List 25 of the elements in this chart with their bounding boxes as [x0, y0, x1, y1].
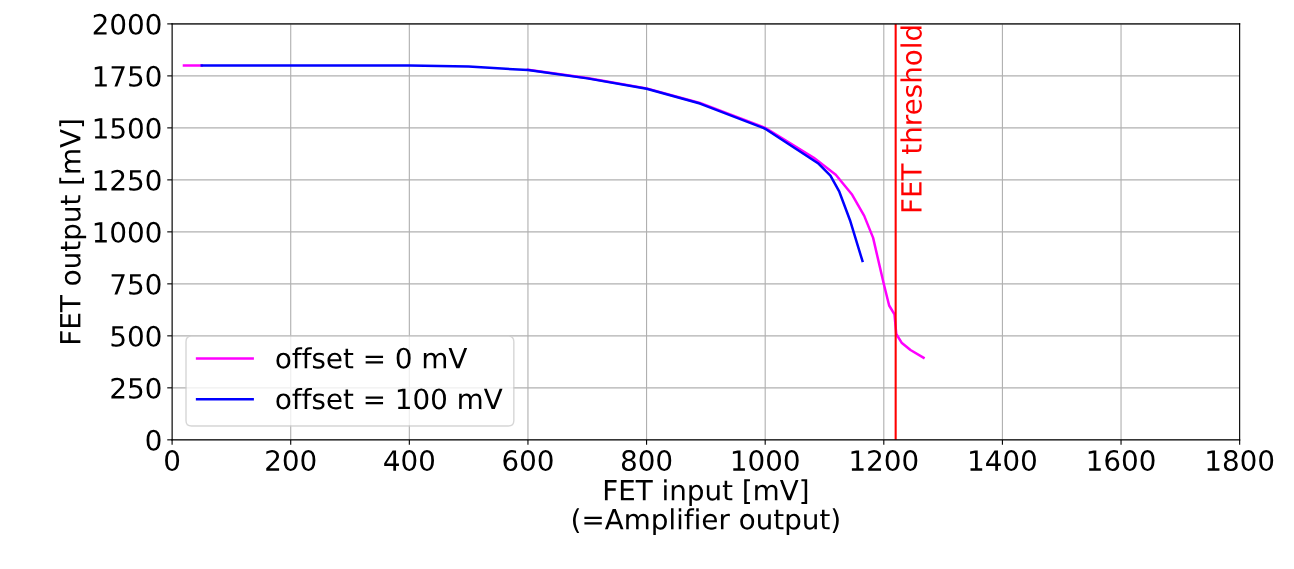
x-tick-label: 1600: [1088, 450, 1155, 472]
y-tick-label: 250: [111, 377, 161, 399]
x-tick-label: 200: [266, 450, 316, 472]
x-tick-label: 800: [621, 450, 672, 472]
y-tick-label: 1750: [94, 65, 161, 87]
y-tick-label: 1250: [94, 169, 161, 191]
x-axis-title: FET input [mV] (=Amplifier output): [573, 479, 839, 536]
x-tick-label: 0: [165, 450, 180, 472]
legend-label: offset = 0 mV: [276, 347, 468, 369]
x-tick-label: 1800: [1207, 450, 1274, 472]
x-tick-label: 600: [503, 450, 553, 472]
x-tick-label: 1000: [732, 450, 799, 472]
x-tick-label: 400: [384, 450, 434, 472]
y-tick-label: 1000: [94, 221, 161, 243]
line-series: [200, 64, 864, 263]
y-tick-label: 2000: [93, 13, 161, 35]
y-tick-label: 750: [111, 273, 161, 295]
x-tick-label: 1400: [970, 450, 1036, 472]
ref-line-label: FET threshold: [900, 26, 922, 212]
y-axis-title: FET output [mV]: [59, 120, 87, 343]
legend-label: offset = 100 mV: [276, 387, 503, 410]
y-tick-label: 1500: [94, 117, 161, 139]
y-tick-label: 0: [146, 429, 161, 451]
x-tick-label: 1200: [851, 450, 918, 472]
y-tick-label: 500: [111, 325, 161, 347]
